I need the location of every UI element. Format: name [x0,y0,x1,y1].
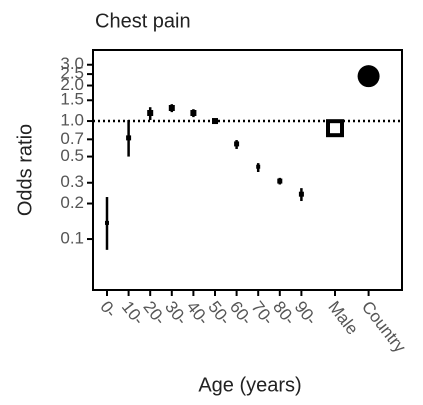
y-tick-label: 0.3 [60,172,84,191]
point [212,118,218,125]
y-tick-label: 0.1 [60,229,84,248]
y-tick-label: 3.0 [60,54,84,73]
point [298,191,304,197]
x-tick-label: Country [358,298,410,357]
point [105,220,109,225]
point [326,119,344,138]
y-tick-label: 0.5 [60,146,84,165]
y-tick-label: 2.5 [60,64,84,83]
plot-frame [92,49,403,291]
x-tick-label: 90- [291,298,321,329]
x-tick-label: Male [324,298,362,339]
y-tick-label: 0.7 [60,129,84,148]
point [357,65,380,88]
y-tick-label: 1.5 [60,90,84,109]
x-tick-label: 0- [96,298,120,322]
point [234,141,240,147]
y-tick-label: 1.0 [60,111,84,130]
y-tick-label: 2.0 [60,75,84,94]
y-tick-label: 0.2 [60,193,84,212]
point [168,104,175,111]
y-axis-label: Odds ratio [14,124,36,216]
point [277,178,283,184]
chart-title: Chest pain [95,10,191,32]
x-axis-label: Age (years) [198,374,301,396]
point [190,109,197,116]
point [126,135,132,141]
point [147,109,154,116]
point [256,164,261,169]
